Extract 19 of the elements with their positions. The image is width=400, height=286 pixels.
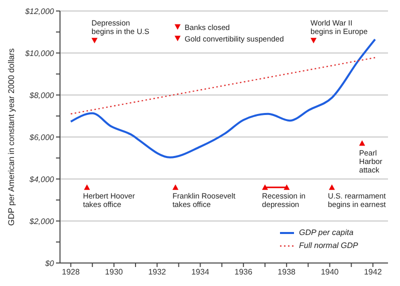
y-tick-label: $0 <box>44 258 55 268</box>
y-tick-label: $2,000 <box>28 216 55 226</box>
legend-label: Full normal GDP <box>298 240 358 252</box>
x-tick-label: 1940 <box>320 268 340 277</box>
x-tick-label: 1930 <box>105 268 124 277</box>
x-tick-label: 1928 <box>62 268 80 277</box>
x-tick-label: 1942 <box>364 268 382 277</box>
x-tick-label: 1934 <box>191 268 210 277</box>
legend-label: GDP per capita <box>298 227 354 239</box>
y-tick-label: $4,000 <box>28 174 55 184</box>
y-axis-title: GDP per American in constant year 2000 dollars <box>6 48 16 226</box>
y-tick-label: $12,000 <box>24 6 55 16</box>
x-tick-label: 1936 <box>234 268 253 277</box>
line-series <box>70 38 376 158</box>
x-tick-label: 1938 <box>278 268 296 277</box>
x-tick-label: 1932 <box>148 268 167 277</box>
y-tick-label: $10,000 <box>24 48 55 58</box>
y-tick-label: $8,000 <box>28 90 55 100</box>
y-tick-label: $6,000 <box>28 132 55 142</box>
